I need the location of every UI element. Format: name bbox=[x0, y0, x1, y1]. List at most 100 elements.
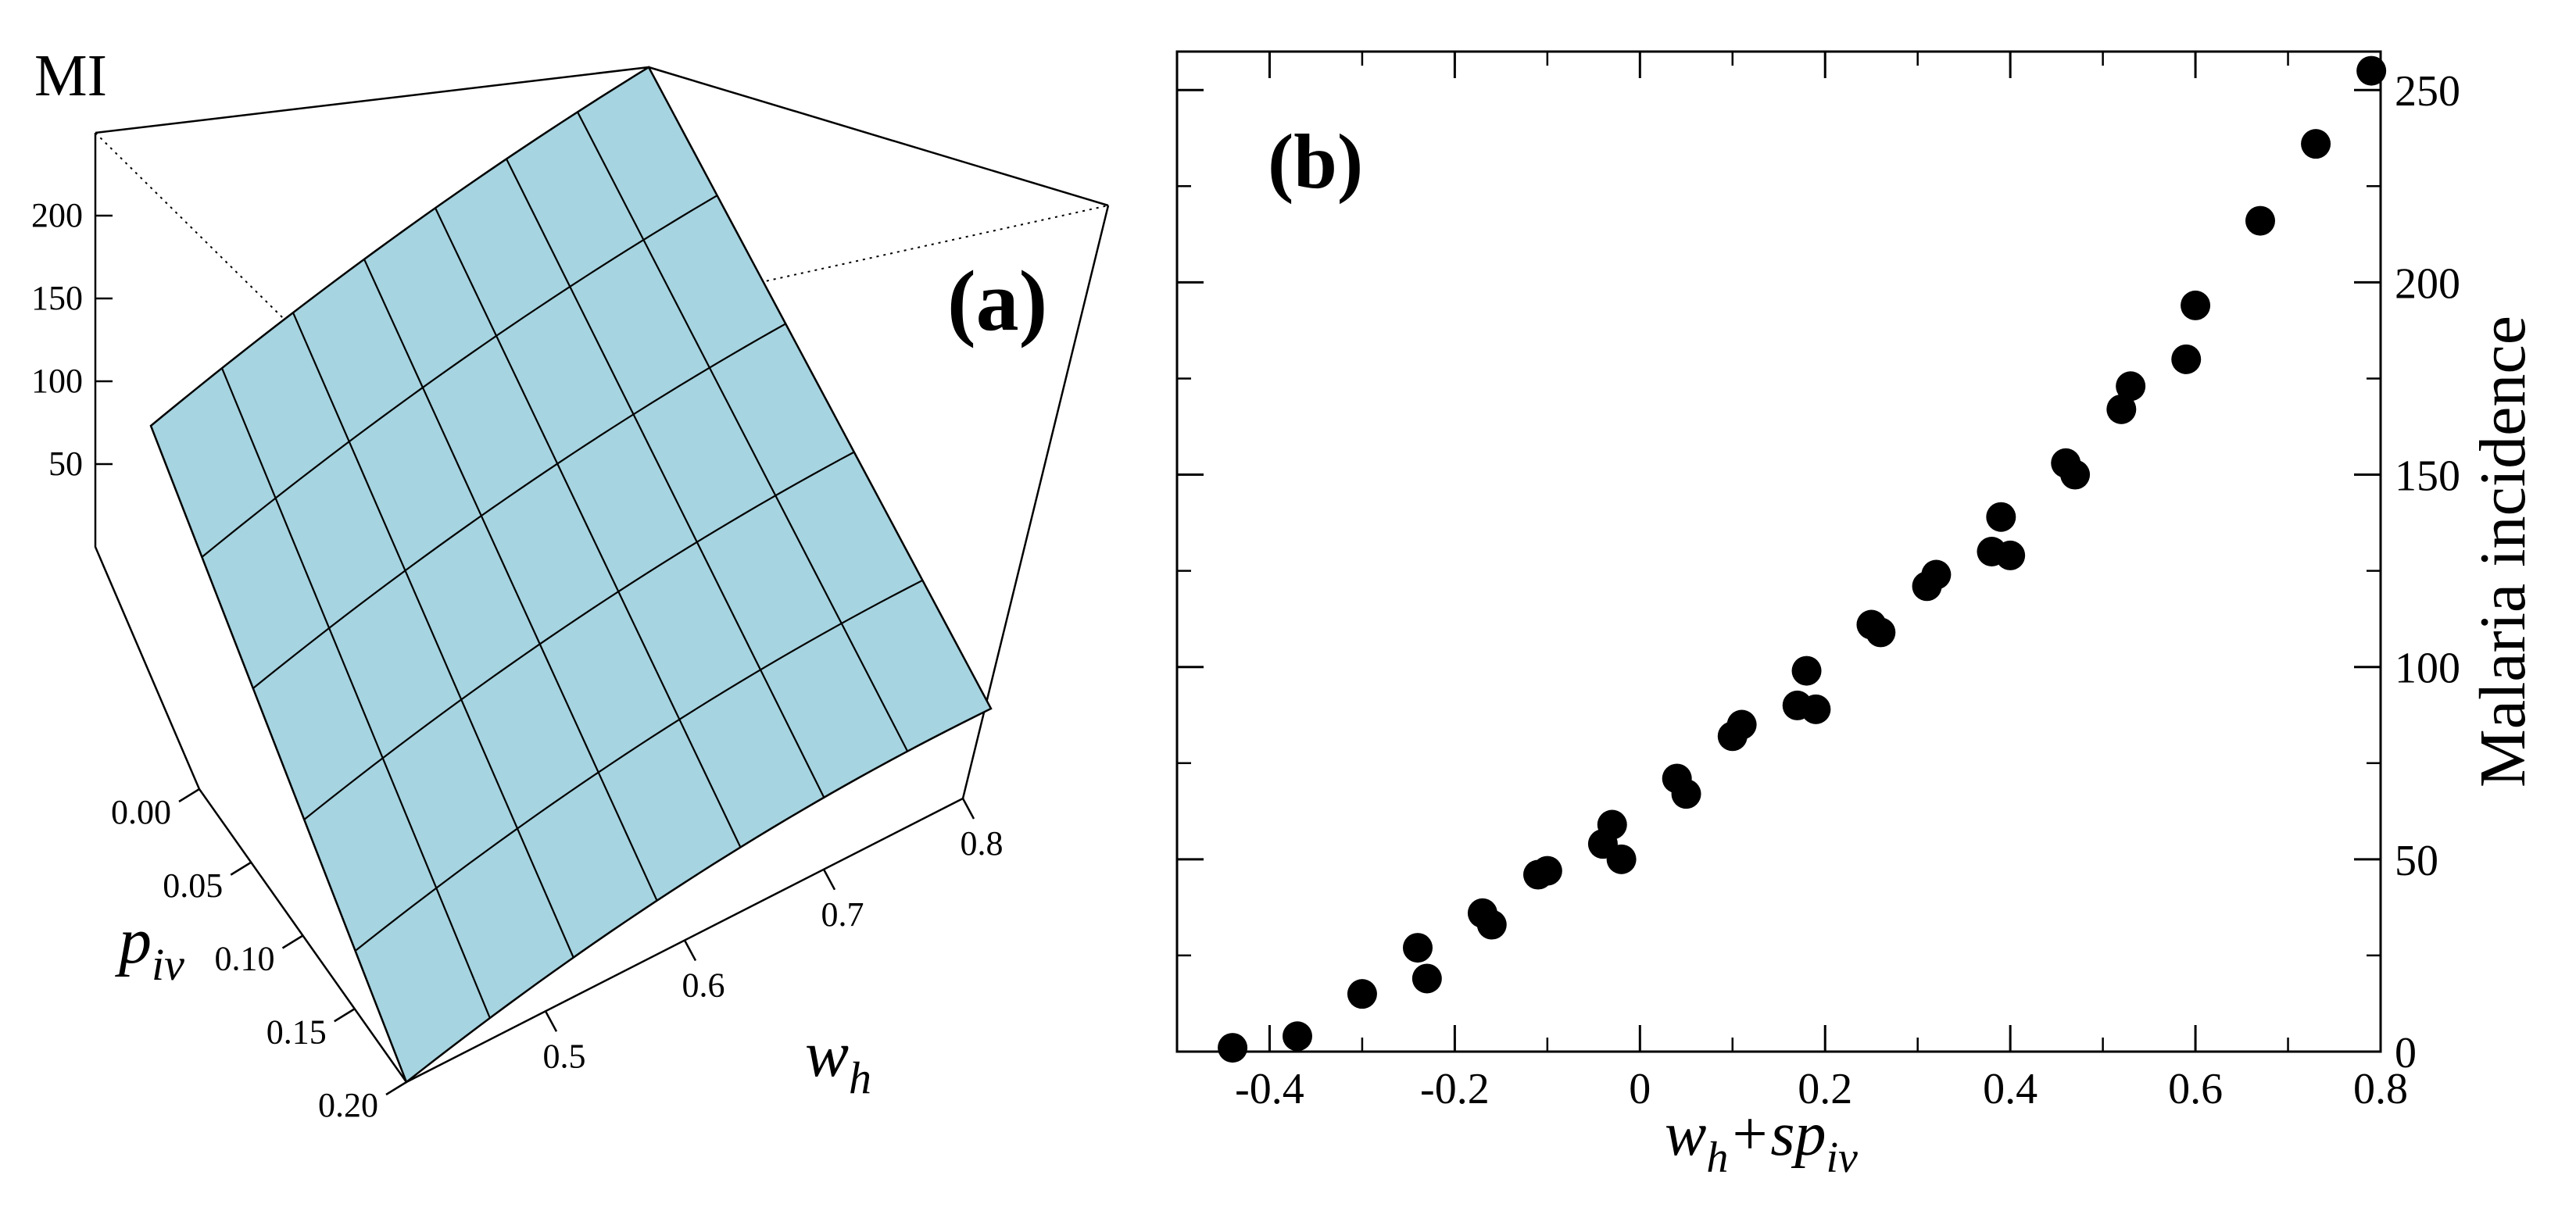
scatter-point bbox=[1411, 963, 1442, 994]
scatter-point bbox=[1606, 844, 1637, 874]
y-tick-label: 50 bbox=[2395, 837, 2438, 885]
y-axis-title: Malaria incidence bbox=[2467, 316, 2539, 788]
surface-axis-labels: 50 100 150 200 0.00 0.05 0.10 0.15 0.20 0.5 0.6 0.7… bbox=[31, 196, 1004, 1124]
piv-tick-label: 0.00 bbox=[111, 793, 171, 831]
box-top-right-edge bbox=[648, 66, 1109, 207]
y-tick-label: 100 bbox=[2395, 645, 2460, 693]
x-axis-title-plus-sp: +sp bbox=[1728, 1100, 1826, 1169]
y-tick-label: 0 bbox=[2395, 1029, 2417, 1077]
y-tick-label: 250 bbox=[2395, 67, 2460, 116]
x-tick-label: -0.2 bbox=[1420, 1065, 1490, 1113]
wh-tick-label: 0.8 bbox=[961, 824, 1004, 863]
piv-tick bbox=[334, 1008, 356, 1023]
plot-frame bbox=[1175, 50, 2382, 1053]
scatter-point bbox=[1726, 709, 1757, 740]
mesh-line-wh bbox=[435, 207, 742, 848]
piv-tick-label: 0.20 bbox=[318, 1086, 378, 1124]
scatter-point bbox=[2245, 205, 2275, 236]
scatter-point bbox=[1791, 656, 1822, 686]
wh-tick-label: 0.5 bbox=[543, 1037, 586, 1075]
x-axis-title-sub-h: h bbox=[1706, 1134, 1728, 1182]
mesh-line-piv bbox=[354, 579, 923, 952]
y-tick-label: 200 bbox=[2395, 259, 2460, 308]
x-tick-labels: -0.4 -0.2 0 0.2 0.4 0.6 0.8 bbox=[1235, 1065, 2408, 1113]
scatter-point bbox=[1866, 617, 1896, 648]
scatter-point bbox=[1597, 809, 1627, 840]
z-axis-title: MI bbox=[34, 43, 107, 109]
wh-tick bbox=[683, 939, 697, 962]
wh-tick bbox=[544, 1010, 558, 1032]
mesh-line-piv bbox=[201, 195, 718, 558]
scatter-point bbox=[1801, 694, 1831, 724]
piv-axis-title-main: p bbox=[115, 905, 152, 977]
z-tick-label: 200 bbox=[31, 196, 83, 234]
scatter-point bbox=[1921, 559, 1952, 590]
scatter-point bbox=[1283, 1021, 1312, 1052]
tick-marks bbox=[1175, 52, 2382, 1053]
x-tick-label: 0.2 bbox=[1798, 1065, 1852, 1113]
piv-tick-label: 0.15 bbox=[267, 1013, 327, 1051]
scatter-point bbox=[1671, 779, 1701, 809]
scatter-point bbox=[1476, 909, 1507, 940]
piv-tick bbox=[178, 788, 200, 803]
mesh-line-piv bbox=[252, 323, 786, 689]
wh-tick-label: 0.6 bbox=[682, 966, 725, 1005]
panel-a-label: (a) bbox=[947, 253, 1047, 348]
x-axis-title-sub-iv: iv bbox=[1826, 1134, 1858, 1182]
x-tick-label: 0.6 bbox=[2168, 1065, 2223, 1113]
mesh-line-wh bbox=[292, 312, 574, 959]
panel-b-label: (b) bbox=[1268, 118, 1363, 205]
wh-tick bbox=[822, 869, 836, 891]
y-tick-labels: 0 50 100 150 200 250 bbox=[2395, 67, 2460, 1077]
scatter-point bbox=[1986, 502, 2016, 532]
scatter-point bbox=[1403, 933, 1433, 963]
wh-tick bbox=[961, 798, 975, 820]
x-tick-label: 0 bbox=[1629, 1065, 1651, 1113]
mesh-line-wh bbox=[363, 259, 658, 902]
scatter-point bbox=[2116, 371, 2146, 402]
data-points bbox=[1218, 55, 2387, 1063]
surface-mesh bbox=[149, 66, 993, 1084]
piv-tick-label: 0.05 bbox=[163, 866, 223, 905]
scatter-point bbox=[2301, 129, 2331, 159]
piv-axis-title: piv bbox=[115, 905, 184, 990]
z-tick-label: 150 bbox=[31, 279, 83, 317]
mesh-line-wh bbox=[506, 158, 825, 798]
box-top-left-edge bbox=[95, 66, 649, 134]
box-back-left-edge bbox=[94, 133, 201, 790]
hidden-edge-1 bbox=[95, 132, 342, 376]
x-tick-label: 0.4 bbox=[1983, 1065, 2038, 1113]
scatter-point bbox=[1218, 1033, 1248, 1063]
y-tick-label: 150 bbox=[2395, 452, 2460, 501]
piv-tick bbox=[281, 934, 304, 949]
wh-tick-label: 0.7 bbox=[821, 895, 864, 934]
wh-axis-title-sub: h bbox=[849, 1052, 871, 1103]
wh-axis-title: wh bbox=[805, 1018, 871, 1103]
mesh-line-wh bbox=[220, 367, 491, 1019]
piv-tick-label: 0.10 bbox=[215, 940, 275, 978]
scatter-point bbox=[1347, 979, 1377, 1009]
z-tick-label: 50 bbox=[48, 445, 83, 483]
wh-axis-title-main: w bbox=[805, 1018, 849, 1091]
hidden-edge-2 bbox=[340, 205, 1109, 376]
scatter-point bbox=[2181, 290, 2211, 320]
piv-axis-title-sub: iv bbox=[152, 939, 184, 990]
panel-b-scatter-plot: -0.4 -0.2 0 0.2 0.4 0.6 0.8 0 50 100 150 200 250 (b… bbox=[1175, 50, 2539, 1182]
surface-patch bbox=[149, 66, 993, 1084]
scatter-point bbox=[2171, 344, 2202, 374]
scatter-point bbox=[1995, 540, 2026, 570]
x-tick-label: 0.8 bbox=[2353, 1065, 2408, 1113]
x-tick-label: -0.4 bbox=[1235, 1065, 1304, 1113]
scatter-point bbox=[2356, 55, 2387, 86]
z-tick-label: 100 bbox=[31, 362, 83, 400]
piv-tick bbox=[230, 861, 252, 876]
scatter-point bbox=[1532, 856, 1562, 886]
x-axis-title: wh+spiv bbox=[1665, 1100, 1858, 1182]
x-axis-title-w: w bbox=[1665, 1100, 1706, 1169]
scatter-point bbox=[2060, 459, 2091, 490]
scatter-point bbox=[2106, 394, 2137, 424]
mesh-line-piv bbox=[303, 451, 855, 820]
piv-tick bbox=[385, 1081, 407, 1096]
mesh-line-wh bbox=[577, 111, 909, 752]
